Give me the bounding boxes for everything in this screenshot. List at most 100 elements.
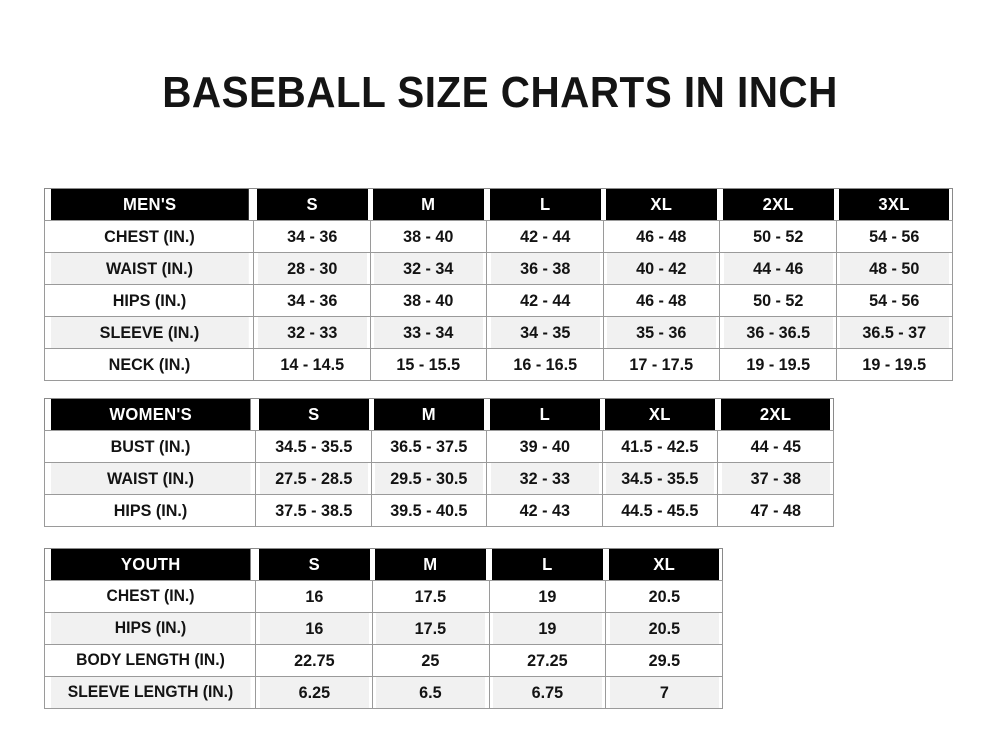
table-header-row: WOMEN'S S M L XL 2XL xyxy=(45,398,834,431)
youth-header-size-s: S xyxy=(258,548,370,581)
table-row: SLEEVE LENGTH (IN.) 6.25 6.5 6.75 7 xyxy=(45,676,723,709)
womens-header-category: WOMEN'S xyxy=(49,398,251,431)
table-cell: 34 - 35 xyxy=(488,316,601,349)
table-cell: 34.5 - 35.5 xyxy=(604,462,716,495)
table-cell: 20.5 xyxy=(608,612,721,645)
table-cell: 22.75 xyxy=(257,644,370,677)
table-cell: 34 - 36 xyxy=(255,220,368,253)
youth-header-size-l: L xyxy=(491,548,603,581)
mens-size-table: MEN'S S M L XL 2XL 3XL CHEST (IN.) 34 - … xyxy=(44,188,953,381)
table-cell: 32 - 33 xyxy=(489,462,600,495)
table-cell: 46 - 48 xyxy=(605,220,718,253)
table-cell: 41.5 - 42.5 xyxy=(604,430,716,463)
mens-header-size-3xl: 3XL xyxy=(838,188,950,221)
row-label: CHEST (IN.) xyxy=(49,220,249,253)
youth-table-header: YOUTH S M L XL xyxy=(45,548,723,581)
table-cell: 16 - 16.5 xyxy=(488,348,601,381)
table-cell: 19 xyxy=(491,580,604,613)
table-cell: 54 - 56 xyxy=(838,284,951,317)
table-row: NECK (IN.) 14 - 14.5 15 - 15.5 16 - 16.5… xyxy=(45,348,953,381)
row-label: NECK (IN.) xyxy=(49,348,249,381)
table-header-row: MEN'S S M L XL 2XL 3XL xyxy=(45,188,953,221)
table-cell: 6.5 xyxy=(374,676,487,709)
table-cell: 6.75 xyxy=(491,676,604,709)
page-title: BASEBALL SIZE CHARTS IN INCH xyxy=(162,68,838,117)
table-cell: 46 - 48 xyxy=(605,284,718,317)
womens-header-size-m: M xyxy=(373,398,484,431)
table-cell: 7 xyxy=(608,676,721,709)
table-cell: 36.5 - 37.5 xyxy=(373,430,485,463)
womens-header-size-xl: XL xyxy=(605,398,715,431)
table-row: BUST (IN.) 34.5 - 35.5 36.5 - 37.5 39 - … xyxy=(45,430,834,463)
table-cell: 34.5 - 35.5 xyxy=(257,430,369,463)
table-cell: 42 - 44 xyxy=(488,220,601,253)
table-cell: 17.5 xyxy=(374,580,487,613)
table-cell: 20.5 xyxy=(608,580,721,613)
womens-header-size-s: S xyxy=(258,398,369,431)
table-cell: 19 - 19.5 xyxy=(721,348,834,381)
youth-header-category: YOUTH xyxy=(49,548,251,581)
mens-header-size-l: L xyxy=(489,188,601,221)
table-cell: 32 - 33 xyxy=(255,316,368,349)
table-cell: 19 xyxy=(491,612,604,645)
table-cell: 14 - 14.5 xyxy=(255,348,368,381)
table-cell: 48 - 50 xyxy=(838,252,951,285)
table-cell: 33 - 34 xyxy=(372,316,485,349)
youth-header-size-m: M xyxy=(375,548,487,581)
table-cell: 42 - 43 xyxy=(489,494,600,527)
table-cell: 37 - 38 xyxy=(720,462,832,495)
table-cell: 17.5 xyxy=(374,612,487,645)
table-cell: 39.5 - 40.5 xyxy=(373,494,485,527)
table-cell: 32 - 34 xyxy=(372,252,485,285)
table-cell: 50 - 52 xyxy=(721,284,834,317)
mens-header-size-m: M xyxy=(372,188,484,221)
table-row: BODY LENGTH (IN.) 22.75 25 27.25 29.5 xyxy=(45,644,723,677)
youth-size-table: YOUTH S M L XL CHEST (IN.) 16 17.5 19 20… xyxy=(44,548,723,709)
table-row: SLEEVE (IN.) 32 - 33 33 - 34 34 - 35 35 … xyxy=(45,316,953,349)
row-label: WAIST (IN.) xyxy=(49,252,249,285)
table-cell: 42 - 44 xyxy=(488,284,601,317)
mens-header-size-2xl: 2XL xyxy=(722,188,834,221)
row-label: CHEST (IN.) xyxy=(49,580,251,613)
table-cell: 17 - 17.5 xyxy=(605,348,718,381)
table-cell: 27.25 xyxy=(491,644,604,677)
table-cell: 6.25 xyxy=(257,676,370,709)
table-row: HIPS (IN.) 37.5 - 38.5 39.5 - 40.5 42 - … xyxy=(45,494,834,527)
table-cell: 25 xyxy=(374,644,487,677)
mens-table-header: MEN'S S M L XL 2XL 3XL xyxy=(45,188,953,221)
row-label: HIPS (IN.) xyxy=(49,494,251,527)
mens-header-size-xl: XL xyxy=(605,188,717,221)
table-cell: 44.5 - 45.5 xyxy=(604,494,716,527)
table-cell: 54 - 56 xyxy=(838,220,951,253)
table-row: HIPS (IN.) 16 17.5 19 20.5 xyxy=(45,612,723,645)
table-cell: 34 - 36 xyxy=(255,284,368,317)
table-row: WAIST (IN.) 27.5 - 28.5 29.5 - 30.5 32 -… xyxy=(45,462,834,495)
table-cell: 44 - 46 xyxy=(721,252,834,285)
table-row: CHEST (IN.) 34 - 36 38 - 40 42 - 44 46 -… xyxy=(45,220,953,253)
youth-table-body: CHEST (IN.) 16 17.5 19 20.5 HIPS (IN.) 1… xyxy=(45,580,723,709)
table-row: HIPS (IN.) 34 - 36 38 - 40 42 - 44 46 - … xyxy=(45,284,953,317)
table-cell: 38 - 40 xyxy=(372,284,485,317)
row-label: WAIST (IN.) xyxy=(49,462,251,495)
row-label: SLEEVE LENGTH (IN.) xyxy=(49,676,251,709)
table-cell: 27.5 - 28.5 xyxy=(257,462,369,495)
womens-header-size-2xl: 2XL xyxy=(720,398,831,431)
table-cell: 36 - 38 xyxy=(488,252,601,285)
row-label: HIPS (IN.) xyxy=(49,284,249,317)
row-label: BODY LENGTH (IN.) xyxy=(49,644,251,677)
womens-table-body: BUST (IN.) 34.5 - 35.5 36.5 - 37.5 39 - … xyxy=(45,430,834,527)
row-label: BUST (IN.) xyxy=(49,430,251,463)
table-row: CHEST (IN.) 16 17.5 19 20.5 xyxy=(45,580,723,613)
row-label: SLEEVE (IN.) xyxy=(49,316,249,349)
table-cell: 36.5 - 37 xyxy=(838,316,951,349)
table-cell: 15 - 15.5 xyxy=(372,348,485,381)
table-cell: 29.5 xyxy=(608,644,721,677)
mens-table-body: CHEST (IN.) 34 - 36 38 - 40 42 - 44 46 -… xyxy=(45,220,953,381)
table-cell: 28 - 30 xyxy=(255,252,368,285)
table-row: WAIST (IN.) 28 - 30 32 - 34 36 - 38 40 -… xyxy=(45,252,953,285)
table-cell: 47 - 48 xyxy=(720,494,832,527)
womens-table-header: WOMEN'S S M L XL 2XL xyxy=(45,398,834,431)
table-cell: 16 xyxy=(257,612,370,645)
table-cell: 36 - 36.5 xyxy=(721,316,834,349)
table-cell: 35 - 36 xyxy=(605,316,718,349)
